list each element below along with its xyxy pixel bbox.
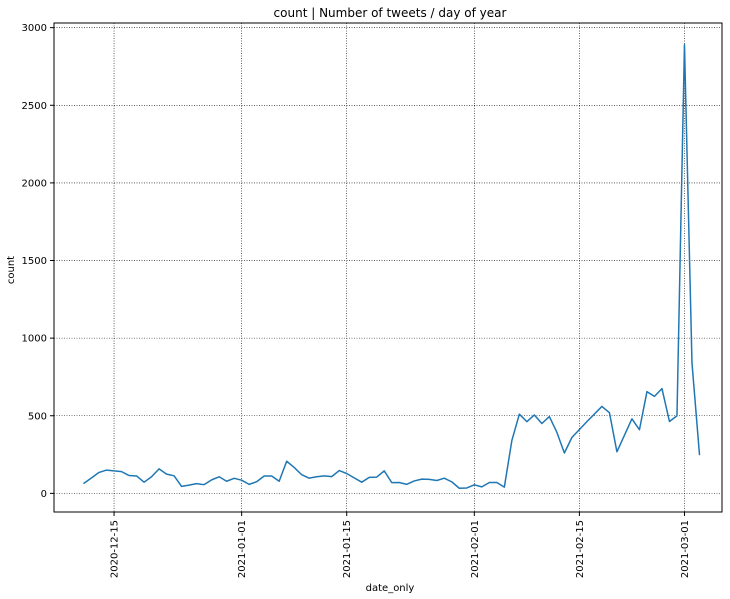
chart-title: count | Number of tweets / day of year — [274, 6, 507, 20]
y-tick-label: 2500 — [22, 101, 47, 112]
y-tick-label: 2000 — [22, 178, 47, 189]
x-tick-label: 2021-01-15 — [342, 520, 353, 578]
x-tick-label: 2021-02-15 — [575, 520, 586, 578]
y-tick-labels: 0 500 1000 1500 2000 2500 3000 — [22, 23, 47, 500]
x-tick-label: 2021-03-01 — [680, 520, 691, 578]
x-tick-label: 2021-02-01 — [470, 520, 481, 578]
x-tick-label: 2021-01-01 — [237, 520, 248, 578]
x-tick-label: 2020-12-15 — [110, 520, 121, 578]
axis-ticks — [50, 27, 685, 516]
plot-area-frame — [53, 22, 723, 513]
x-axis-label: date_only — [366, 583, 415, 594]
x-tick-labels: 2020-12-15 2021-01-01 2021-01-15 2021-02-01… — [110, 520, 691, 578]
y-tick-label: 1500 — [22, 256, 47, 267]
series-line — [83, 43, 701, 489]
y-tick-label: 3000 — [22, 23, 47, 34]
y-tick-label: 0 — [41, 489, 47, 500]
y-tick-label: 500 — [28, 411, 47, 422]
y-tick-label: 1000 — [22, 334, 47, 345]
y-axis-label: count — [6, 256, 17, 284]
